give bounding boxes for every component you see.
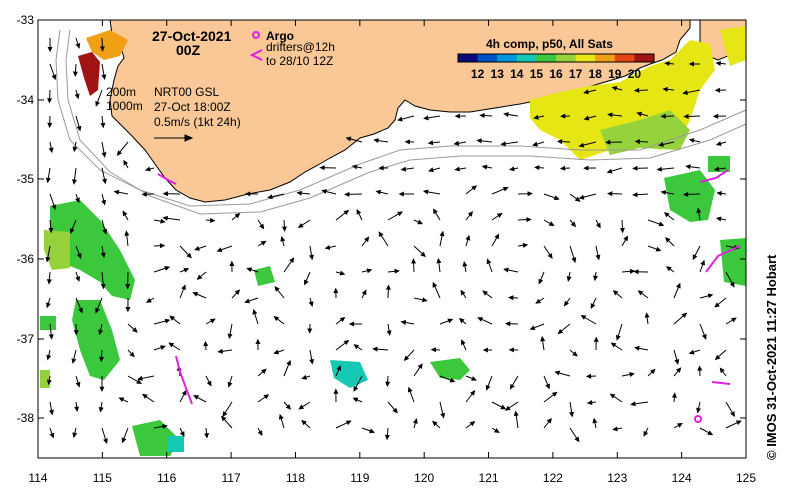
colorbar-segment xyxy=(575,54,596,62)
y-tick-label: -36 xyxy=(17,252,35,266)
x-tick-label: 123 xyxy=(607,471,627,485)
credit-label: © IMOS 31-Oct-2021 11:27 Hobart xyxy=(764,254,779,460)
isobath-200m-label: 200m xyxy=(106,85,136,99)
drifter-legend-label: drifters@12h xyxy=(266,40,335,54)
y-tick-label: -38 xyxy=(17,411,35,425)
colorbar-tick-label: 19 xyxy=(608,67,622,81)
colorbar-tick-label: 14 xyxy=(510,67,524,81)
colorbar-tick-label: 15 xyxy=(530,67,544,81)
y-tick-label: -37 xyxy=(17,332,35,346)
colorbar-border xyxy=(457,53,655,63)
colorbar-segment xyxy=(634,54,655,62)
isobath-lines xyxy=(55,29,747,215)
colorbar-segment xyxy=(516,54,537,62)
argo-legend-icon xyxy=(252,31,260,39)
colorbar-tick-label: 17 xyxy=(569,67,583,81)
colorbar-segment xyxy=(497,54,518,62)
isobath-1000m-label: 1000m xyxy=(106,99,143,113)
axis-ticks: 114 115 116 117 118 119 120 121 122 123 124 125 -33 -… xyxy=(17,13,757,485)
y-tick-label: -35 xyxy=(17,172,35,186)
colorbar-segment xyxy=(477,54,498,62)
map-hour: 00Z xyxy=(176,42,201,58)
x-tick-label: 124 xyxy=(672,471,692,485)
colorbar-segment xyxy=(556,54,577,62)
map-date: 27-Oct-2021 xyxy=(152,28,232,44)
x-tick-label: 120 xyxy=(414,471,434,485)
current-vectors xyxy=(45,37,742,445)
x-tick-label: 122 xyxy=(543,471,563,485)
y-tick-label: -33 xyxy=(17,13,35,27)
colorbar-tick-label: 12 xyxy=(471,67,485,81)
colorbar-tick-label: 20 xyxy=(628,67,642,81)
scale-arrow xyxy=(154,134,194,142)
colorbar-segment xyxy=(458,54,479,62)
colorbar-tick-label: 13 xyxy=(491,67,505,81)
drifter-legend-date: to 28/10 12Z xyxy=(266,54,333,68)
current-source-label: NRT00 GSL xyxy=(154,85,219,99)
x-tick-label: 121 xyxy=(479,471,499,485)
drifter-tracks xyxy=(157,169,741,405)
map-frame xyxy=(37,19,747,459)
x-tick-label: 116 xyxy=(157,471,176,485)
scale-label: 0.5m/s (1kt 24h) xyxy=(154,115,241,129)
colorbar: 12 13 14 15 16 17 18 19 20 xyxy=(457,53,655,81)
x-tick-label: 117 xyxy=(222,471,241,485)
x-tick-label: 115 xyxy=(93,471,112,485)
x-tick-label: 119 xyxy=(350,471,369,485)
colorbar-title: 4h comp, p50, All Sats xyxy=(486,37,613,51)
land-mass xyxy=(109,19,691,203)
current-time-label: 27-Oct 18:00Z xyxy=(154,100,231,114)
y-tick-label: -34 xyxy=(17,93,35,107)
colorbar-segment xyxy=(614,54,635,62)
colorbar-tick-label: 16 xyxy=(549,67,563,81)
colorbar-segment xyxy=(536,54,557,62)
x-tick-label: 125 xyxy=(736,471,756,485)
drifter-legend-icon xyxy=(249,49,263,61)
x-tick-label: 114 xyxy=(28,471,47,485)
argo-legend-label: Argo xyxy=(266,29,294,43)
argo-float-marker xyxy=(694,415,702,423)
x-tick-label: 118 xyxy=(286,471,305,485)
colorbar-tick-label: 18 xyxy=(589,67,603,81)
colorbar-segment xyxy=(595,54,616,62)
